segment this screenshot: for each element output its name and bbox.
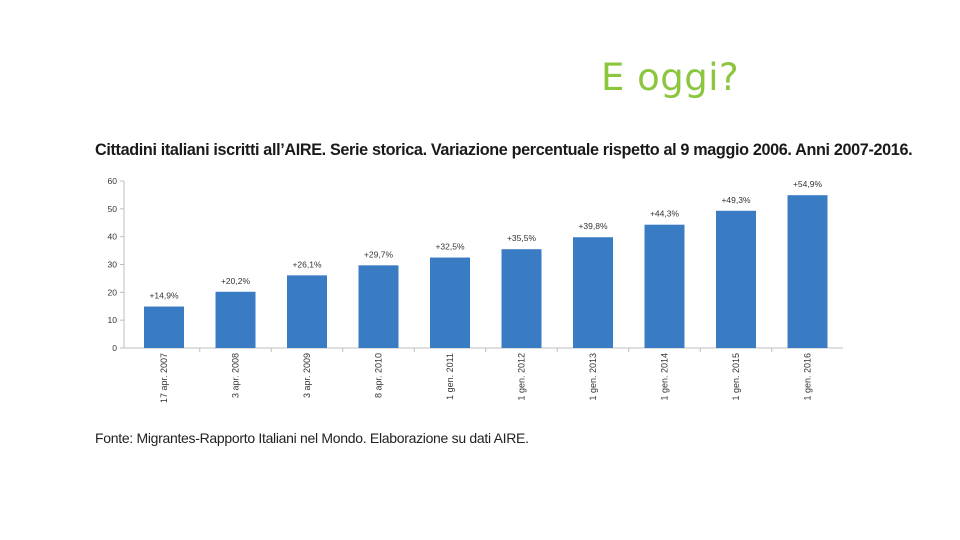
x-tick-label: 8 apr. 2010	[374, 353, 384, 398]
data-label: +39,8%	[578, 221, 608, 231]
data-label: +29,7%	[364, 249, 394, 259]
y-tick-label: 40	[108, 232, 118, 242]
data-label: +49,3%	[721, 195, 751, 205]
x-tick-label: 1 gen. 2012	[517, 353, 527, 401]
data-label: +44,3%	[650, 209, 680, 219]
data-label: +20,2%	[221, 276, 251, 286]
data-label: +54,9%	[793, 179, 823, 189]
data-label: +35,5%	[507, 233, 537, 243]
bar	[287, 275, 327, 348]
y-tick-label: 50	[108, 204, 118, 214]
y-tick-label: 60	[108, 176, 118, 186]
data-label: +26,1%	[292, 259, 322, 269]
x-tick-label: 1 gen. 2015	[731, 353, 741, 401]
bar	[144, 306, 184, 348]
x-tick-label: 3 apr. 2009	[302, 353, 312, 398]
y-tick-label: 0	[112, 343, 117, 353]
bar	[573, 237, 613, 348]
x-tick-label: 17 apr. 2007	[159, 353, 169, 403]
data-label: +32,5%	[435, 242, 465, 252]
chart-title: Cittadini italiani iscritti all’AIRE. Se…	[95, 141, 913, 159]
slide-title: E oggi?	[601, 56, 740, 99]
x-tick-label: 1 gen. 2014	[660, 353, 670, 401]
y-tick-label: 20	[108, 287, 118, 297]
x-tick-label: 3 apr. 2008	[231, 353, 241, 398]
x-tick-label: 1 gen. 2013	[588, 353, 598, 401]
bar	[787, 195, 828, 348]
chart-source: Fonte: Migrantes-Rapporto Italiani nel M…	[95, 430, 529, 446]
bar	[716, 210, 756, 348]
y-tick-label: 10	[108, 315, 118, 325]
x-tick-label: 1 gen. 2011	[445, 353, 455, 400]
bar	[501, 249, 542, 348]
data-label: +14,9%	[149, 291, 179, 301]
bar	[644, 224, 685, 348]
bar	[215, 291, 256, 348]
x-tick-label: 1 gen. 2016	[803, 353, 813, 401]
bar	[358, 265, 399, 348]
y-tick-label: 30	[108, 260, 118, 270]
bar	[430, 257, 470, 348]
